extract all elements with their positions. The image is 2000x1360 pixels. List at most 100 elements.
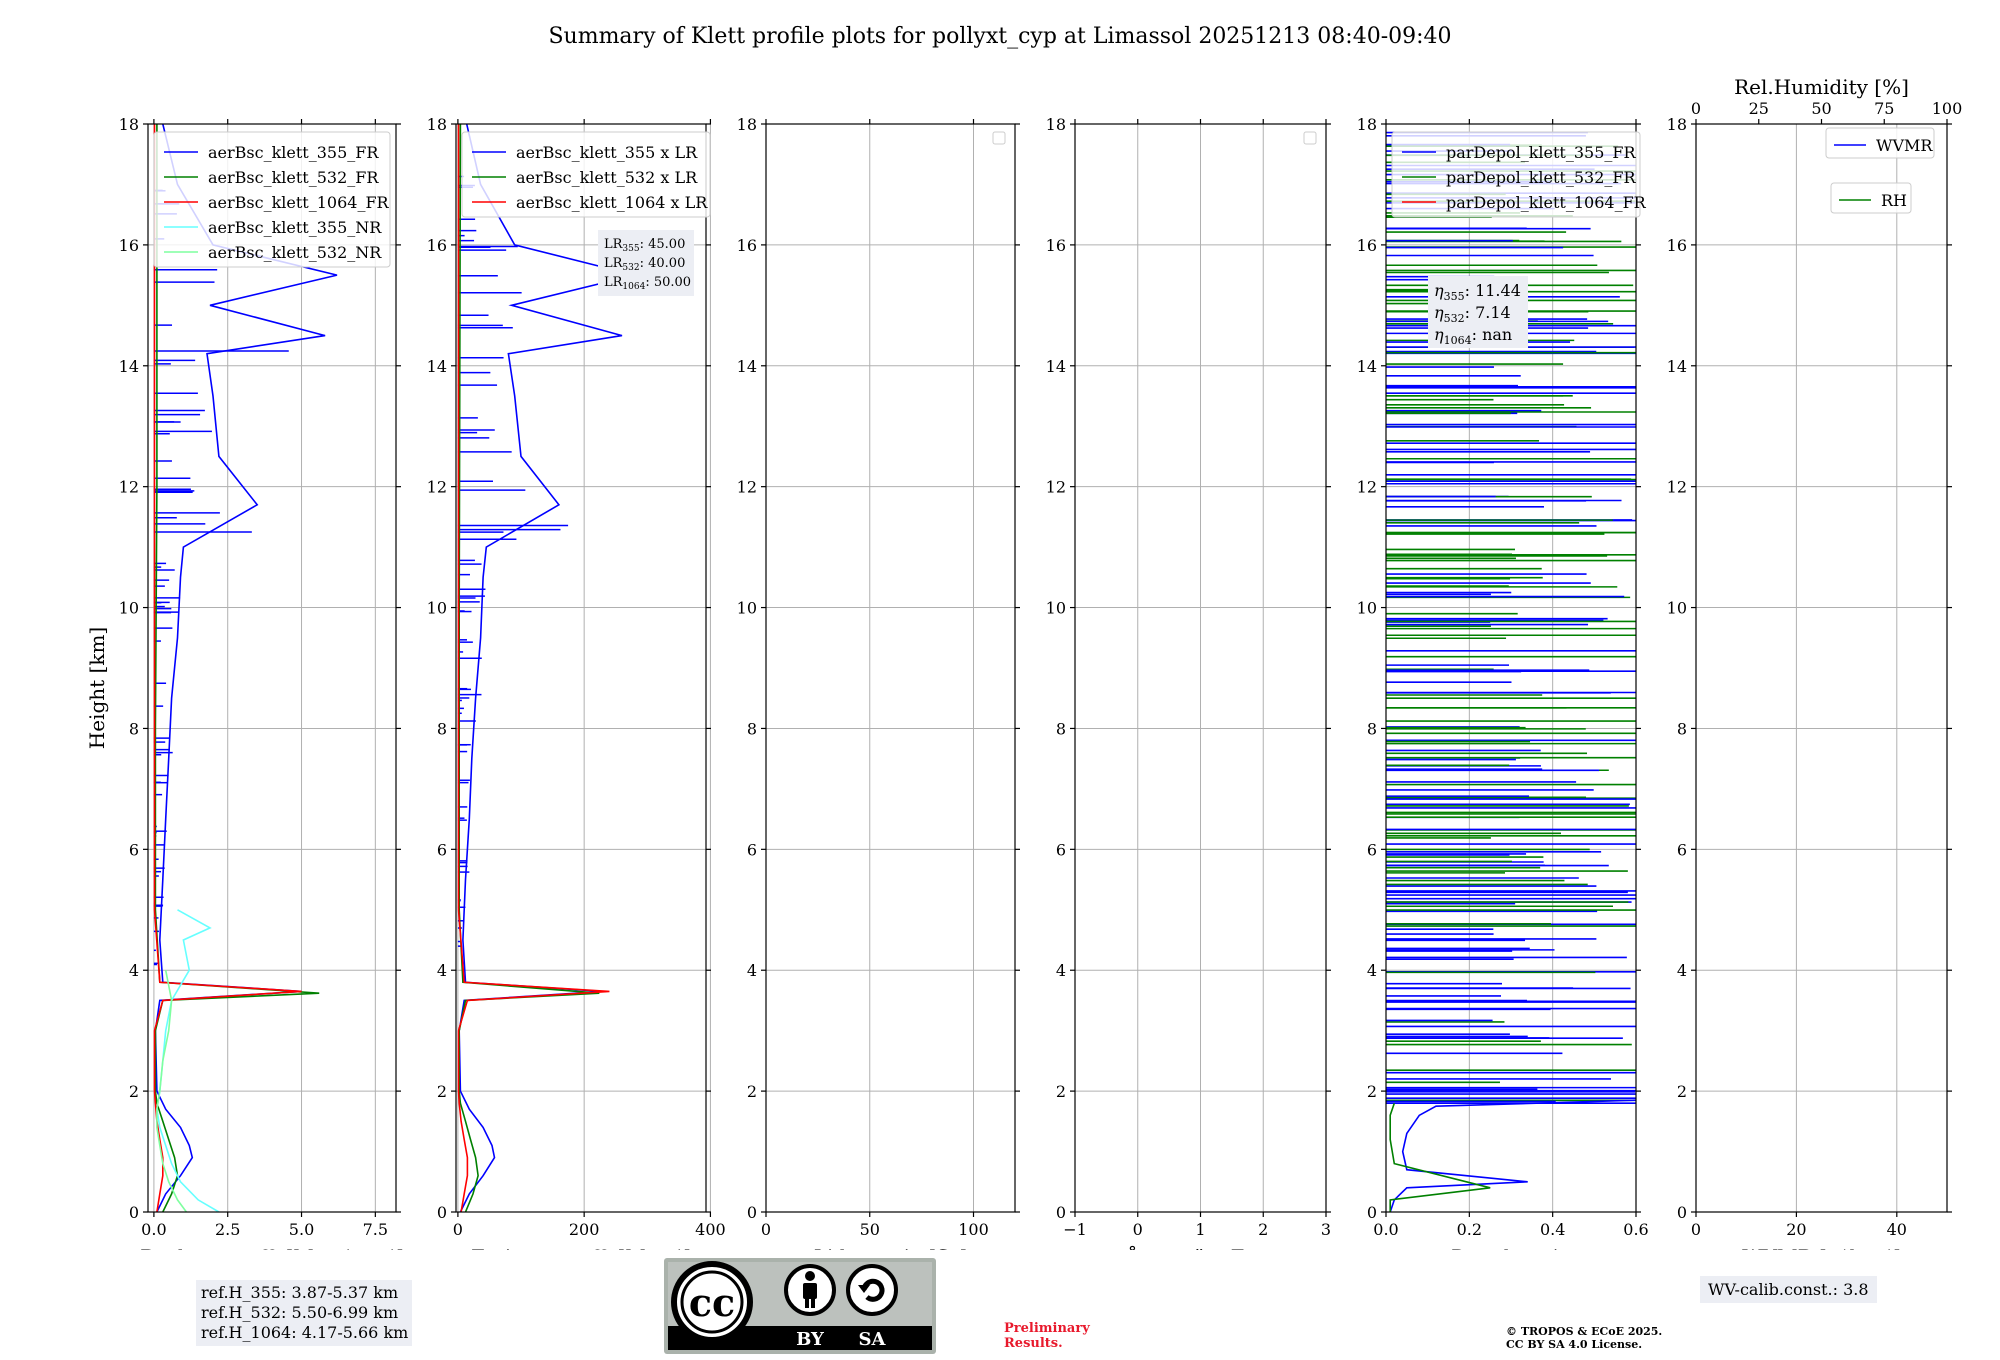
figure-title: Summary of Klett profile plots for polly… [548, 24, 1451, 49]
legend-box [1830, 182, 1912, 214]
legend-entry: aerBsc_klett_355_NR [208, 218, 382, 237]
y-tick-label: 16 [1357, 236, 1377, 255]
ref-height-532: ref.H_532: 5.50-6.99 km [201, 1303, 399, 1322]
y-tick-label: 4 [1367, 961, 1377, 980]
series-line-aerBsc_klett_1064 x LR [457, 124, 610, 1212]
y-tick-label: 16 [119, 236, 139, 255]
series-line-aerBsc_klett_355 x LR [458, 124, 635, 1212]
top-tick-label: 100 [1932, 99, 1963, 118]
x-tick-label: 2 [1258, 1220, 1268, 1239]
y-tick-label: 14 [119, 357, 139, 376]
person-icon-body [803, 1283, 817, 1299]
legend-entry: RH [1881, 191, 1907, 210]
x-tick-label: 0 [761, 1220, 771, 1239]
cc-letters: cc [689, 1280, 735, 1325]
person-icon-head [805, 1271, 815, 1281]
x-tick-label: 50 [860, 1220, 880, 1239]
y-tick-label: 8 [1367, 719, 1377, 738]
y-tick-label: 18 [1357, 115, 1377, 134]
axes-frame-wvmr [1695, 123, 1948, 1213]
panel-backscatter: 0 2 4 6 8 10 12 14 16 18 0.0 2.5 5.0 7.5 Backsc. coeff… [119, 115, 404, 1250]
top-axis-label: Rel.Humidity [%] [1734, 75, 1909, 99]
y-tick-label: 8 [1677, 719, 1687, 738]
plot-canvas: Summary of Klett profile plots for polly… [85, 24, 1963, 1250]
series-group [457, 124, 635, 1212]
series-line-parDepol_klett_355_FR [1389, 1099, 1636, 1212]
x-tick-label: 0.0 [141, 1220, 166, 1239]
wv-calibration-box: WV-calib.const.: 3.8 [1700, 1276, 1877, 1303]
y-tick-label: 16 [1667, 236, 1687, 255]
top-tick-label: 0 [1691, 99, 1701, 118]
y-tick-label: 2 [437, 1082, 447, 1101]
legend-box [461, 131, 711, 218]
x-tick-label: 5.0 [289, 1220, 314, 1239]
y-tick-label: 18 [1046, 115, 1066, 134]
y-tick-label: 0 [129, 1203, 139, 1222]
y-tick-label: 4 [129, 961, 139, 980]
copyright-notice: © TROPOS & ECoE 2025. CC BY SA 4.0 Licen… [1506, 1325, 1663, 1351]
x-tick-label: 0 [1133, 1220, 1143, 1239]
y-tick-label: 2 [1367, 1082, 1377, 1101]
x-tick-label: 40 [1887, 1220, 1907, 1239]
ref-height-1064: ref.H_1064: 4.17-5.66 km [201, 1323, 409, 1342]
lidar-ratio-1064: LR1064: 50.00 [604, 275, 691, 292]
y-tick-label: 0 [437, 1203, 447, 1222]
y-tick-label: 12 [1667, 478, 1687, 497]
y-tick-label: 4 [747, 961, 757, 980]
y-tick-label: 10 [737, 599, 757, 618]
wv-calibration-constant: WV-calib.const.: 3.8 [1708, 1280, 1869, 1299]
x-tick-label: 20 [1786, 1220, 1806, 1239]
y-tick-label: 14 [1667, 357, 1687, 376]
y-tick-label: 4 [437, 961, 447, 980]
lidar-ratio-532: LR532: 40.00 [604, 256, 685, 273]
x-tick-label: 400 [695, 1220, 726, 1239]
y-tick-label: 6 [747, 840, 757, 859]
sa-label: SA [859, 1329, 887, 1350]
x-tick-label: 2.5 [215, 1220, 240, 1239]
y-tick-label: 4 [1677, 961, 1687, 980]
preliminary-results-note: Preliminary Results. [1004, 1321, 1090, 1351]
ref-height-355: ref.H_355: 3.87-5.37 km [201, 1283, 399, 1302]
x-tick-label: 0 [453, 1220, 463, 1239]
x-tick-label: 0.6 [1623, 1220, 1648, 1239]
y-tick-label: 18 [427, 115, 447, 134]
x-axis-label-angstrom: Ångström Exp. [1124, 1244, 1275, 1250]
x-tick-label: 3 [1321, 1220, 1331, 1239]
panel-extinction: 0 2 4 6 8 10 12 14 16 18 0 200 400 Extinct. coeff. [M… [427, 115, 726, 1250]
legend-entry: WVMR [1876, 136, 1933, 155]
y-tick-label: 12 [1357, 478, 1377, 497]
y-tick-label: 0 [1367, 1203, 1377, 1222]
lidar-ratio-box [598, 230, 694, 296]
y-tick-label: 0 [1056, 1203, 1066, 1222]
y-tick-label: 18 [737, 115, 757, 134]
y-tick-label: 0 [747, 1203, 757, 1222]
y-tick-label: 10 [119, 599, 139, 618]
eta-box [1428, 276, 1528, 348]
y-tick-label: 10 [427, 599, 447, 618]
series-line-aerBsc_klett_355_NR [156, 909, 220, 1212]
y-tick-label: 14 [1046, 357, 1066, 376]
y-tick-label: 6 [1677, 840, 1687, 859]
legend-entry: aerBsc_klett_355 x LR [516, 143, 698, 162]
legend-box [1825, 127, 1935, 159]
series-line-aerBsc_klett_355_FR [154, 124, 338, 1212]
panel-depol: 0 2 4 6 8 10 12 14 16 18 0.0 0.2 0.4 0.6 Depol. ratio p… [1357, 115, 1649, 1250]
legend-entry: aerBsc_klett_1064 x LR [516, 193, 708, 212]
y-tick-label: 2 [129, 1082, 139, 1101]
x-axis-label-wvmr: WVMR [g*kg⁻¹] [1742, 1245, 1901, 1250]
cc-by-sa-badge: cc BY SA [664, 1258, 936, 1354]
panel-wvmr: 02468101214161802040WVMR [g*kg⁻¹]0255075… [1667, 75, 1963, 1250]
y-tick-label: 6 [129, 840, 139, 859]
y-tick-label: 14 [427, 357, 447, 376]
y-tick-label: 16 [427, 236, 447, 255]
y-tick-label: 6 [1367, 840, 1377, 859]
series-line-aerBsc_klett_532_FR [154, 124, 320, 1212]
x-tick-label: 0.0 [1373, 1220, 1398, 1239]
y-tick-label: 8 [129, 719, 139, 738]
axes-frame-lidar_ratio [765, 123, 1016, 1213]
share-alike-icon [861, 1278, 885, 1302]
y-tick-label: 18 [119, 115, 139, 134]
y-tick-label: 14 [737, 357, 757, 376]
